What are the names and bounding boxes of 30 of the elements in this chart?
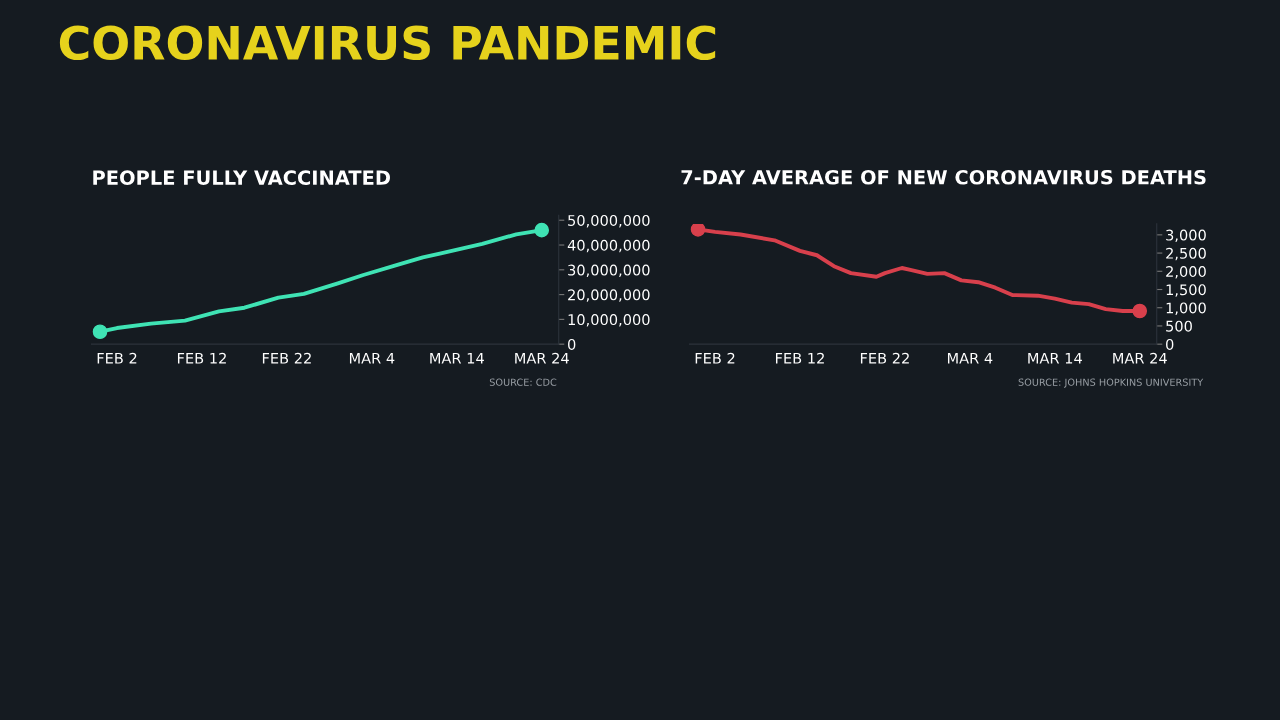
y-tick-label: 40,000,000 [567,239,650,253]
source-note: SOURCE: JOHNS HOPKINS UNIVERSITY [1018,378,1204,388]
x-tick-label: MAR 24 [1113,352,1167,364]
y-tick-label: 30,000,000 [568,264,650,278]
y-tick-label: 50,000,000 [568,214,650,228]
y-tick-label: 10,000,000 [568,314,650,327]
chart-title: 7-DAY AVERAGE OF NEW CORONAVIRUS DEATHS [681,169,1206,185]
y-tick-label: 0 [1166,338,1174,350]
y-tick-label: 2,000 [1166,266,1206,279]
x-tick-label: FEB 22 [860,352,909,364]
y-tick-label: 500 [1166,320,1192,332]
source-note: SOURCE: CDC [489,378,557,386]
x-tick-label: FEB 12 [776,352,824,364]
y-tick-label: 1,500 [1166,284,1206,297]
x-tick-label: MAR 4 [947,352,993,364]
x-tick-label: FEB 2 [695,352,735,364]
y-tick-label: 0 [568,338,576,350]
y-tick-label: 1,000 [1166,302,1206,315]
x-tick-label: MAR 4 [349,352,395,364]
x-tick-label: FEB 2 [97,352,137,364]
x-tick-label: MAR 14 [1028,352,1082,364]
y-tick-label: 20,000,000 [568,289,650,302]
x-tick-label: FEB 22 [262,352,311,364]
text: CORONAVIRUS PANDEMIC [59,25,716,61]
chart-title: PEOPLE FULLY VACCINATED [93,170,390,185]
x-tick-label: FEB 12 [177,352,226,364]
x-tick-label: MAR 14 [430,352,484,364]
y-tick-label: 3,000 [1166,229,1206,243]
y-tick-label: 2,500 [1166,247,1206,261]
x-tick-label: MAR 24 [515,352,569,364]
